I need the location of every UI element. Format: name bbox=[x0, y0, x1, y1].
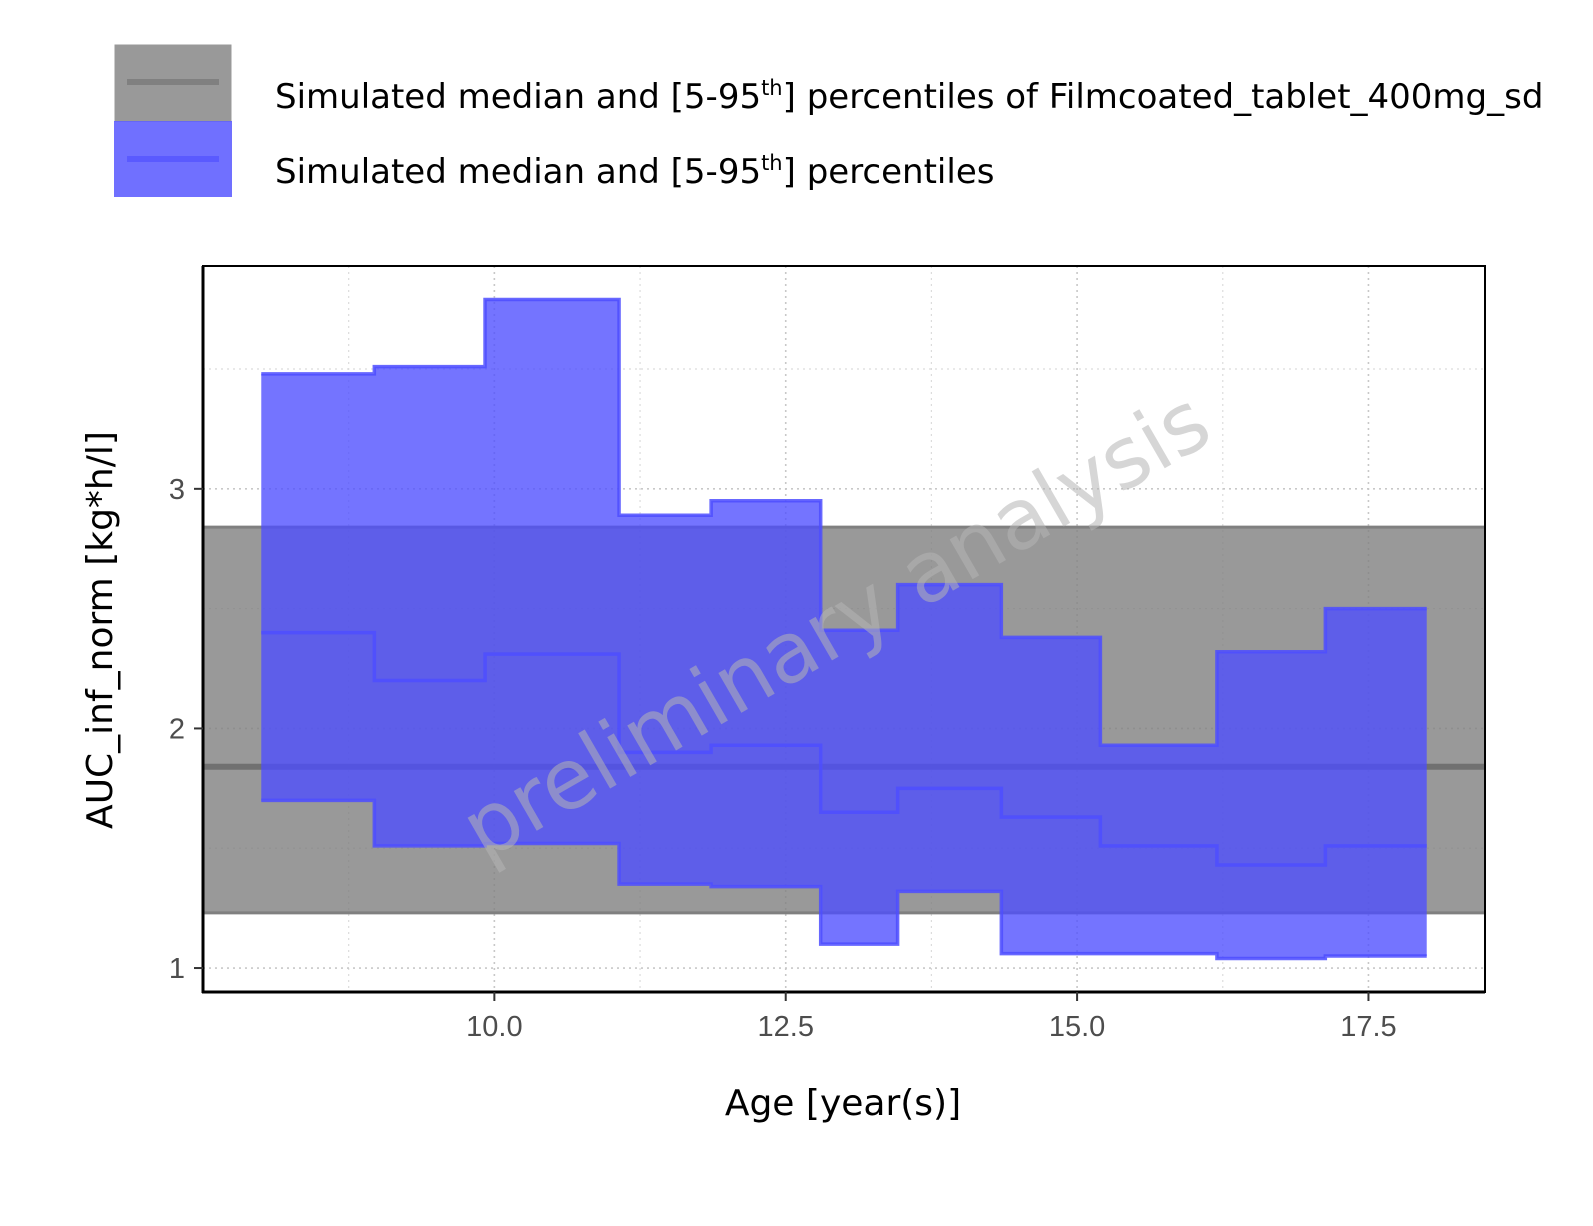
y-tick-label: 1 bbox=[169, 953, 185, 985]
y-tick-label: 3 bbox=[169, 474, 185, 506]
x-axis-title: Age [year(s)] bbox=[725, 1083, 961, 1124]
legend: Simulated median and [5-95th] percentile… bbox=[114, 44, 1543, 197]
x-tick-label: 12.5 bbox=[758, 1011, 814, 1043]
x-tick-label: 15.0 bbox=[1049, 1011, 1105, 1043]
axis-ticks: 10.0 12.5 15.0 17.5 1 2 3 bbox=[169, 474, 1397, 1043]
y-tick-label: 2 bbox=[169, 713, 185, 745]
legend-label-simulated: Simulated median and [5-95th] percentile… bbox=[275, 151, 994, 192]
simulated-median-line bbox=[261, 630, 1427, 867]
legend-label-reference: Simulated median and [5-95th] percentile… bbox=[275, 76, 1543, 117]
legend-item-simulated: Simulated median and [5-95th] percentile… bbox=[114, 121, 994, 197]
y-axis-title: AUC_inf_norm [kg*h/l] bbox=[80, 431, 121, 829]
x-tick-label: 10.0 bbox=[466, 1011, 522, 1043]
data-bands bbox=[203, 297, 1485, 961]
simulated-p5-line bbox=[261, 798, 1427, 961]
simulated-p95-line bbox=[261, 297, 1427, 747]
legend-item-reference: Simulated median and [5-95th] percentile… bbox=[114, 44, 1543, 122]
x-tick-label: 17.5 bbox=[1340, 1011, 1396, 1043]
simulated-band-area bbox=[261, 299, 1427, 959]
